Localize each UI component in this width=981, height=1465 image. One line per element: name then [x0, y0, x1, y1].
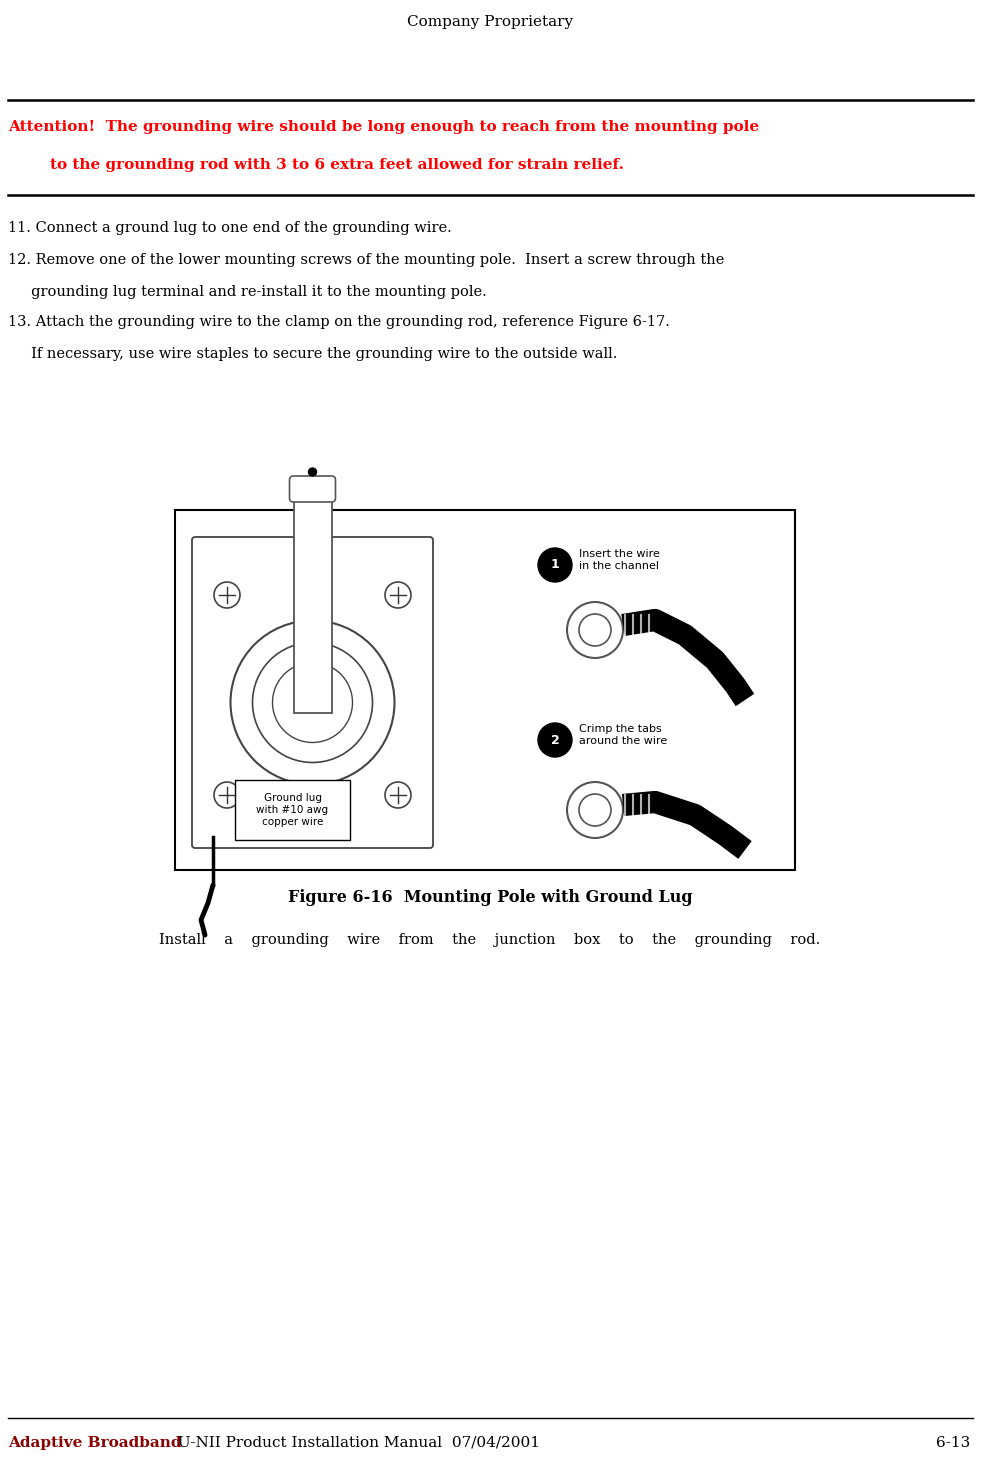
Circle shape	[538, 724, 572, 757]
FancyBboxPatch shape	[192, 538, 433, 848]
Circle shape	[214, 582, 240, 608]
Text: to the grounding rod with 3 to 6 extra feet allowed for strain relief.: to the grounding rod with 3 to 6 extra f…	[8, 158, 624, 171]
Text: Ground lug
with #10 awg
copper wire: Ground lug with #10 awg copper wire	[256, 794, 329, 826]
Text: 1: 1	[550, 558, 559, 571]
Bar	[235, 779, 350, 839]
Text: 13. Attach the grounding wire to the clamp on the grounding rod, reference Figur: 13. Attach the grounding wire to the cla…	[8, 315, 670, 330]
Text: If necessary, use wire staples to secure the grounding wire to the outside wall.: If necessary, use wire staples to secure…	[8, 347, 617, 360]
FancyBboxPatch shape	[289, 476, 336, 502]
Circle shape	[567, 602, 623, 658]
Circle shape	[538, 548, 572, 582]
Text: grounding lug terminal and re-install it to the mounting pole.: grounding lug terminal and re-install it…	[8, 286, 487, 299]
Text: 12. Remove one of the lower mounting screws of the mounting pole.  Insert a scre: 12. Remove one of the lower mounting scr…	[8, 253, 724, 267]
Bar	[175, 510, 795, 870]
Circle shape	[214, 782, 240, 809]
Text: Attention!  The grounding wire should be long enough to reach from the mounting : Attention! The grounding wire should be …	[8, 120, 759, 133]
Circle shape	[579, 794, 611, 826]
Text: 2: 2	[550, 734, 559, 747]
Text: Company Proprietary: Company Proprietary	[407, 15, 574, 29]
Circle shape	[273, 662, 352, 743]
Circle shape	[385, 782, 411, 809]
Circle shape	[579, 614, 611, 646]
Circle shape	[231, 621, 394, 784]
Text: Crimp the tabs
around the wire: Crimp the tabs around the wire	[579, 724, 667, 746]
Bar	[293, 481, 332, 712]
Text: U-NII Product Installation Manual  07/04/2001: U-NII Product Installation Manual 07/04/…	[168, 1436, 540, 1450]
Circle shape	[252, 643, 373, 762]
Circle shape	[308, 467, 317, 476]
Text: 6-13: 6-13	[936, 1436, 970, 1450]
Text: 11. Connect a ground lug to one end of the grounding wire.: 11. Connect a ground lug to one end of t…	[8, 221, 451, 234]
Circle shape	[385, 582, 411, 608]
Text: Install    a    grounding    wire    from    the    junction    box    to    the: Install a grounding wire from the juncti…	[159, 933, 821, 946]
Text: Insert the wire
in the channel: Insert the wire in the channel	[579, 549, 660, 571]
Text: Figure 6-16  Mounting Pole with Ground Lug: Figure 6-16 Mounting Pole with Ground Lu…	[287, 889, 693, 907]
Circle shape	[567, 782, 623, 838]
Text: Adaptive Broadband: Adaptive Broadband	[8, 1436, 181, 1450]
